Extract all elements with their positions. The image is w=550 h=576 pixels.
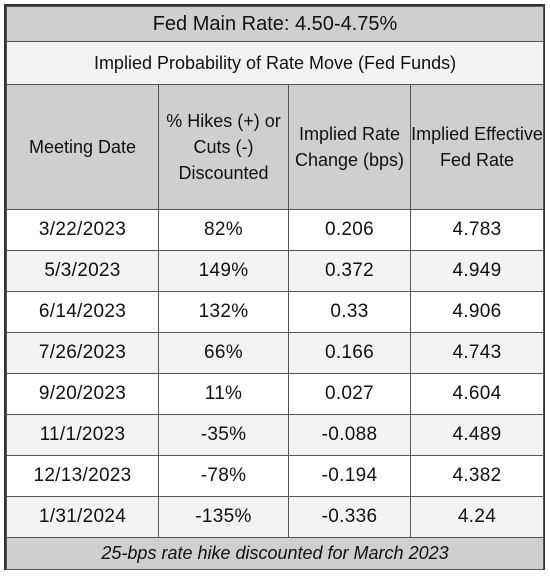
cell-effective-rate: 4.949	[409, 250, 545, 292]
table-row: 9/20/2023 11% 0.027 4.604	[6, 373, 545, 415]
cell-meeting-date: 5/3/2023	[6, 250, 159, 292]
table-row: 11/1/2023 -35% -0.088 4.489	[6, 414, 545, 456]
table-row: 5/3/2023 149% 0.372 4.949	[6, 250, 545, 292]
table-row: 1/31/2024 -135% -0.336 4.24	[6, 496, 545, 538]
title-row: Fed Main Rate: 4.50-4.75%	[5, 6, 545, 42]
cell-meeting-date: 11/1/2023	[6, 414, 159, 456]
cell-rate-change: 0.33	[288, 291, 411, 333]
cell-rate-change: 0.206	[288, 209, 411, 251]
cell-effective-rate: 4.783	[409, 209, 545, 251]
cell-hikes-cuts: 11%	[158, 373, 289, 415]
cell-hikes-cuts: 82%	[158, 209, 289, 251]
column-header-row: Meeting Date % Hikes (+) or Cuts (-) Dis…	[6, 84, 545, 210]
column-header-hikes-cuts: % Hikes (+) or Cuts (-) Discounted	[158, 84, 289, 210]
cell-rate-change: 0.166	[288, 332, 411, 374]
table-subtitle: Implied Probability of Rate Move (Fed Fu…	[5, 41, 545, 85]
column-header-meeting-date: Meeting Date	[6, 84, 159, 210]
cell-hikes-cuts: 66%	[158, 332, 289, 374]
cell-meeting-date: 9/20/2023	[6, 373, 159, 415]
column-header-effective-rate: Implied Effective Fed Rate	[409, 84, 545, 210]
table-row: 6/14/2023 132% 0.33 4.906	[6, 291, 545, 333]
cell-meeting-date: 1/31/2024	[6, 496, 159, 538]
rate-probability-table: Fed Main Rate: 4.50-4.75% Implied Probab…	[5, 6, 545, 570]
table-row: 3/22/2023 82% 0.206 4.783	[6, 209, 545, 251]
table-row: 12/13/2023 -78% -0.194 4.382	[6, 455, 545, 497]
rate-probability-table-frame: Fed Main Rate: 4.50-4.75% Implied Probab…	[4, 4, 545, 570]
cell-effective-rate: 4.24	[409, 496, 545, 538]
table-row: 7/26/2023 66% 0.166 4.743	[6, 332, 545, 374]
cell-meeting-date: 7/26/2023	[6, 332, 159, 374]
cell-hikes-cuts: -78%	[158, 455, 289, 497]
cell-rate-change: -0.194	[288, 455, 411, 497]
cell-effective-rate: 4.489	[409, 414, 545, 456]
footer-row: 25-bps rate hike discounted for March 20…	[5, 537, 545, 570]
cell-effective-rate: 4.604	[409, 373, 545, 415]
cell-rate-change: -0.336	[288, 496, 411, 538]
cell-meeting-date: 6/14/2023	[6, 291, 159, 333]
cell-effective-rate: 4.743	[409, 332, 545, 374]
cell-rate-change: -0.088	[288, 414, 411, 456]
cell-hikes-cuts: 132%	[158, 291, 289, 333]
cell-meeting-date: 3/22/2023	[6, 209, 159, 251]
cell-rate-change: 0.027	[288, 373, 411, 415]
cell-hikes-cuts: -135%	[158, 496, 289, 538]
subtitle-row: Implied Probability of Rate Move (Fed Fu…	[5, 41, 545, 85]
cell-rate-change: 0.372	[288, 250, 411, 292]
cell-effective-rate: 4.382	[409, 455, 545, 497]
table-title: Fed Main Rate: 4.50-4.75%	[5, 6, 545, 42]
cell-effective-rate: 4.906	[409, 291, 545, 333]
column-header-rate-change: Implied Rate Change (bps)	[288, 84, 411, 210]
cell-meeting-date: 12/13/2023	[6, 455, 159, 497]
cell-hikes-cuts: -35%	[158, 414, 289, 456]
cell-hikes-cuts: 149%	[158, 250, 289, 292]
table-footnote: 25-bps rate hike discounted for March 20…	[5, 537, 545, 570]
